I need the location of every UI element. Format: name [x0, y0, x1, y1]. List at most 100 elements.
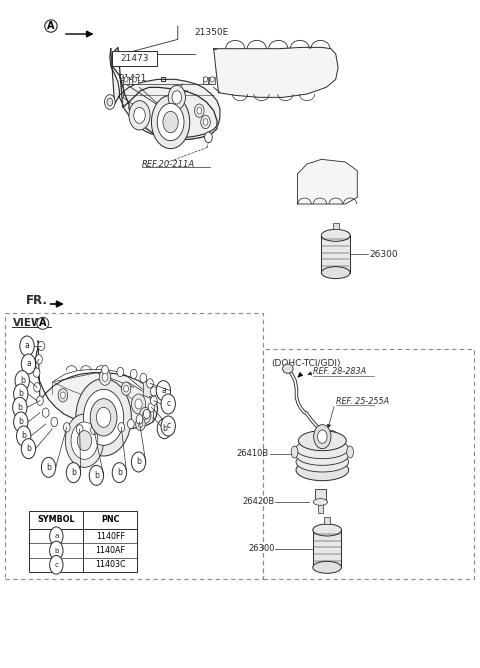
Text: a: a: [161, 386, 166, 395]
Circle shape: [318, 430, 327, 444]
Text: VIEW: VIEW: [12, 319, 43, 329]
Circle shape: [151, 387, 157, 396]
Circle shape: [16, 426, 31, 446]
Bar: [209, 77, 215, 84]
Text: b: b: [18, 389, 23, 399]
Circle shape: [21, 354, 36, 374]
Text: 26300: 26300: [248, 544, 275, 553]
Circle shape: [33, 368, 40, 377]
Text: b: b: [46, 463, 51, 472]
Circle shape: [105, 95, 115, 110]
Text: 26410B: 26410B: [237, 450, 269, 458]
Circle shape: [36, 396, 43, 405]
Text: b: b: [71, 468, 76, 477]
Circle shape: [140, 407, 151, 424]
Ellipse shape: [313, 524, 341, 536]
Bar: [4, 313, 263, 579]
Circle shape: [15, 371, 29, 391]
Circle shape: [42, 408, 49, 418]
Circle shape: [102, 365, 108, 375]
Text: b: b: [21, 432, 26, 440]
Circle shape: [204, 132, 212, 143]
Circle shape: [77, 431, 92, 451]
Circle shape: [20, 336, 34, 356]
Text: A: A: [39, 319, 47, 329]
Text: PNC: PNC: [101, 515, 120, 524]
Circle shape: [65, 414, 104, 468]
Circle shape: [49, 527, 63, 546]
Circle shape: [194, 104, 204, 118]
Text: 26300: 26300: [369, 250, 398, 259]
Circle shape: [124, 77, 128, 82]
Circle shape: [34, 383, 40, 392]
Bar: [29, 510, 137, 572]
Circle shape: [63, 423, 70, 432]
Circle shape: [84, 389, 124, 446]
Circle shape: [129, 101, 150, 130]
Circle shape: [138, 421, 143, 428]
Circle shape: [60, 392, 65, 399]
Ellipse shape: [296, 460, 348, 481]
Circle shape: [161, 394, 175, 414]
Circle shape: [152, 96, 190, 149]
Circle shape: [12, 397, 27, 418]
Ellipse shape: [313, 561, 341, 573]
Circle shape: [49, 541, 63, 560]
Circle shape: [156, 381, 170, 401]
Circle shape: [197, 108, 202, 114]
Ellipse shape: [322, 267, 350, 279]
Circle shape: [36, 355, 42, 364]
Ellipse shape: [326, 431, 337, 440]
Circle shape: [96, 407, 111, 428]
Circle shape: [38, 341, 45, 351]
Text: b: b: [94, 471, 99, 480]
Text: c: c: [166, 422, 170, 430]
Circle shape: [210, 77, 214, 82]
Circle shape: [13, 384, 28, 404]
Text: a: a: [54, 533, 59, 539]
Circle shape: [163, 112, 178, 133]
Text: 21350E: 21350E: [194, 28, 229, 37]
Text: c: c: [54, 562, 59, 568]
Text: 26420B: 26420B: [242, 498, 275, 506]
Text: A: A: [47, 21, 55, 31]
Circle shape: [41, 458, 56, 478]
Circle shape: [157, 419, 171, 439]
Circle shape: [124, 385, 129, 392]
Text: b: b: [17, 403, 22, 412]
Text: REF. 28-283A: REF. 28-283A: [313, 367, 366, 377]
Polygon shape: [214, 47, 338, 98]
Text: 1140FF: 1140FF: [96, 532, 125, 540]
Circle shape: [204, 77, 207, 82]
Ellipse shape: [283, 364, 293, 373]
Circle shape: [314, 425, 331, 449]
Circle shape: [131, 369, 137, 379]
Bar: [123, 77, 129, 84]
Circle shape: [203, 119, 208, 126]
Circle shape: [132, 394, 146, 414]
Circle shape: [117, 367, 124, 377]
Circle shape: [13, 412, 28, 432]
Circle shape: [136, 418, 145, 431]
Polygon shape: [298, 160, 357, 204]
Text: b: b: [136, 458, 141, 466]
Circle shape: [136, 415, 143, 424]
Circle shape: [172, 91, 181, 104]
Text: a: a: [26, 359, 31, 369]
Text: 11403C: 11403C: [95, 560, 125, 569]
Ellipse shape: [291, 446, 298, 458]
Circle shape: [121, 382, 131, 395]
Text: b: b: [117, 468, 122, 477]
Bar: [203, 77, 208, 84]
Polygon shape: [110, 49, 220, 138]
Bar: [313, 530, 341, 567]
Circle shape: [147, 379, 154, 388]
Circle shape: [21, 439, 36, 459]
Circle shape: [135, 399, 142, 409]
Text: SYMBOL: SYMBOL: [37, 515, 75, 524]
Ellipse shape: [296, 452, 348, 472]
Text: c: c: [166, 399, 170, 409]
Text: REF.20-211A: REF.20-211A: [142, 160, 195, 168]
Text: REF. 25-255A: REF. 25-255A: [336, 397, 389, 407]
Circle shape: [157, 104, 184, 141]
